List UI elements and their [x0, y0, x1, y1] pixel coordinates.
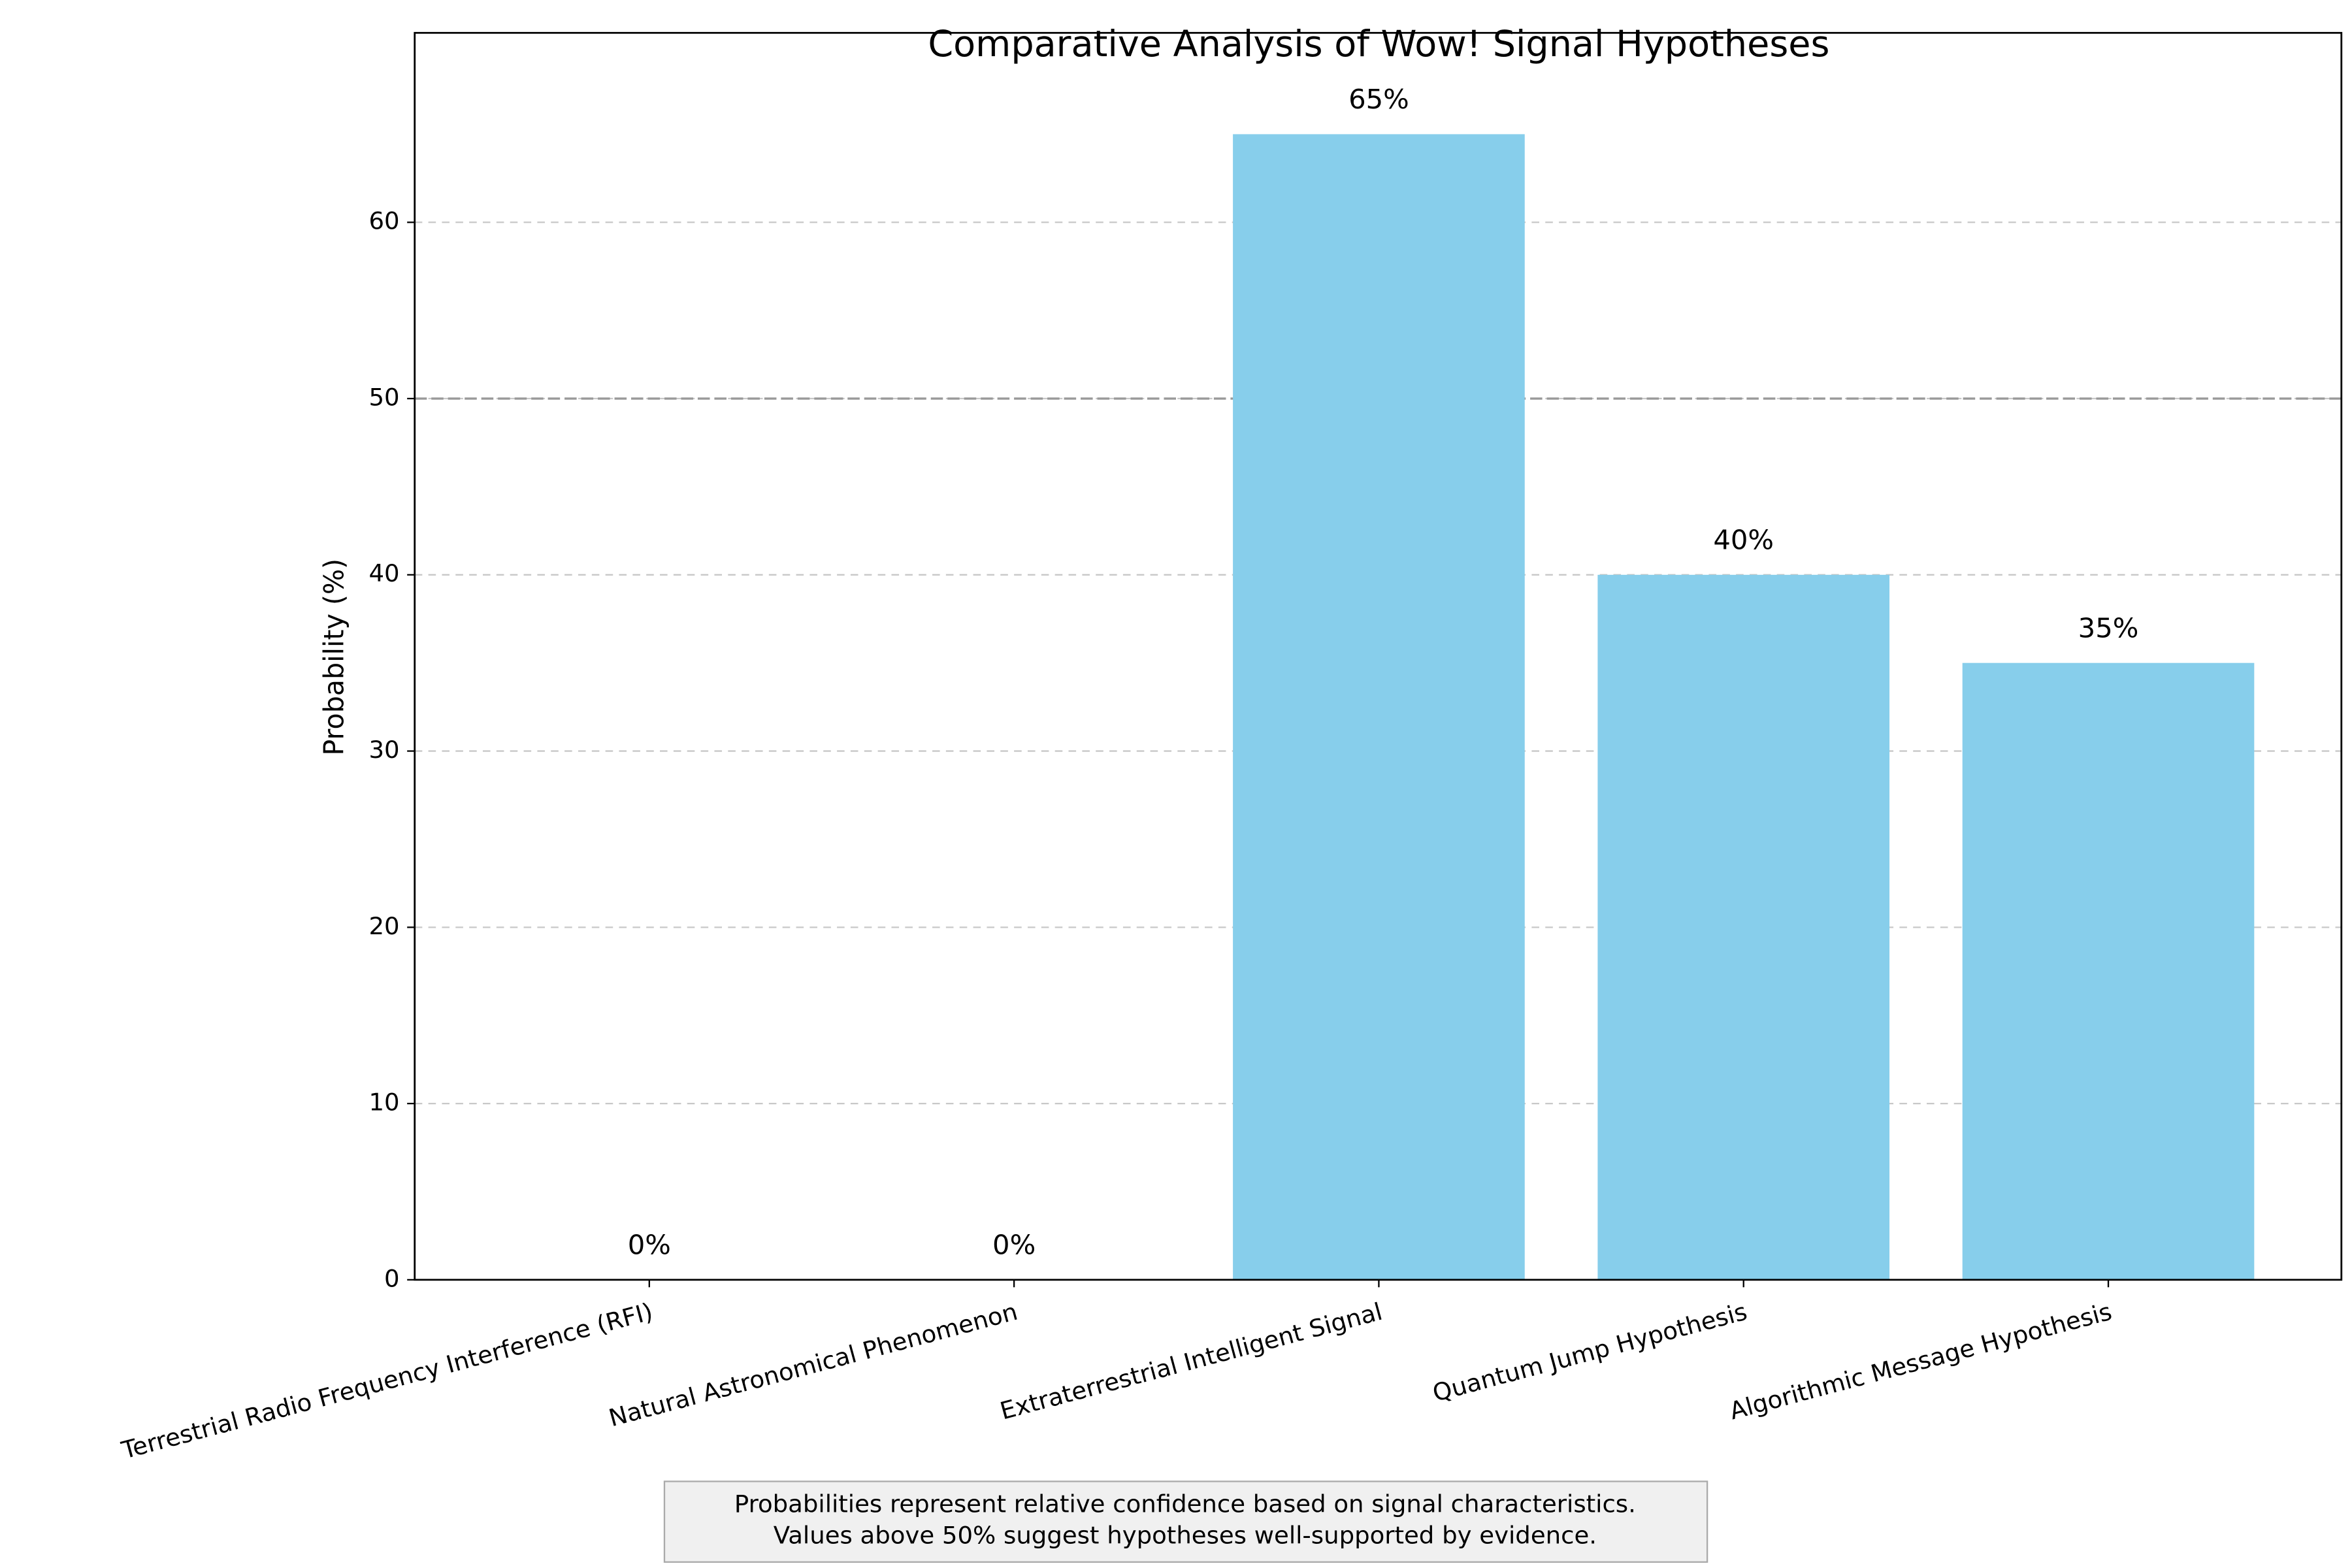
note-line: Values above 50% suggest hypotheses well…	[774, 1522, 1597, 1550]
note-line: Probabilities represent relative confide…	[734, 1490, 1636, 1518]
value-label: 40%	[1713, 525, 1774, 556]
y-tick-label: 10	[368, 1088, 399, 1117]
bars	[1233, 134, 2255, 1280]
y-tick-label: 0	[384, 1265, 400, 1293]
y-tick-label: 50	[368, 384, 399, 412]
note-box	[663, 1480, 1708, 1563]
y-tick-label: 20	[368, 912, 399, 940]
value-label: 65%	[1348, 84, 1409, 115]
value-label: 0%	[628, 1230, 671, 1261]
value-label: 35%	[2078, 613, 2139, 644]
grid	[414, 221, 2342, 1281]
y-axis-label: Probability (%)	[318, 559, 350, 756]
y-tick-label: 40	[368, 559, 399, 587]
bar	[1597, 574, 1890, 1280]
value-label: 0%	[992, 1230, 1036, 1261]
bar	[1233, 134, 1525, 1280]
y-tick-label: 60	[368, 207, 399, 235]
bar	[1962, 662, 2255, 1280]
chart-title: Comparative Analysis of Wow! Signal Hypo…	[928, 24, 1829, 65]
y-tick-label: 30	[368, 736, 399, 764]
